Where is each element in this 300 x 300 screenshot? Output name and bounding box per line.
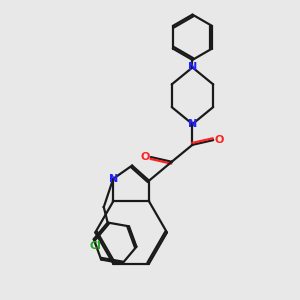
Text: Cl: Cl (90, 241, 101, 251)
Text: N: N (188, 62, 197, 72)
Text: O: O (215, 135, 224, 145)
Text: O: O (140, 152, 149, 162)
Text: N: N (188, 119, 197, 129)
Text: N: N (109, 174, 118, 184)
